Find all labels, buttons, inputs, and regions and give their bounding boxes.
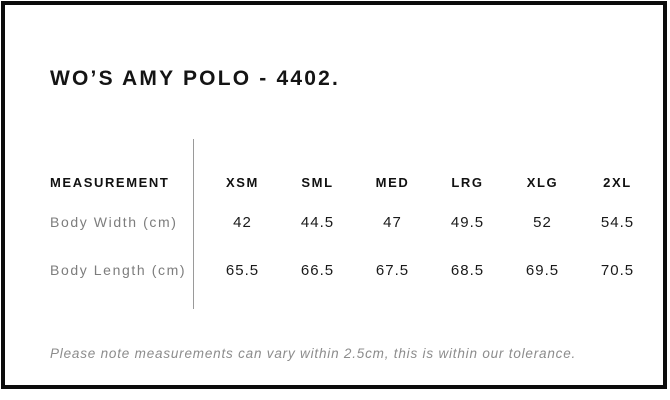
size-header-sml: SML [301,174,334,190]
size-header-xlg: XLG [526,174,559,190]
table-row-body-length: Body Length (cm) 65.5 66.5 67.5 68.5 69.… [50,246,655,294]
body-width-value-xlg: 52 [533,213,552,231]
body-width-value-xsm: 42 [233,213,252,231]
size-header-lrg: LRG [451,174,484,190]
row-label-body-length: Body Length (cm) [50,262,187,278]
body-length-value-xlg: 69.5 [525,261,560,279]
body-length-value-med: 67.5 [375,261,410,279]
body-length-value-lrg: 68.5 [450,261,485,279]
tolerance-note: Please note measurements can vary within… [50,346,577,361]
size-table-header-row: MEASUREMENT XSM SML MED LRG XLG 2XL [50,166,655,198]
row-label-body-width: Body Width (cm) [50,214,178,230]
body-width-value-2xl: 54.5 [600,213,635,231]
body-width-value-sml: 44.5 [300,213,335,231]
size-table: MEASUREMENT XSM SML MED LRG XLG 2XL Body… [50,166,655,294]
size-header-2xl: 2XL [603,174,632,190]
page-title: WO’S AMY POLO - 4402. [50,67,341,91]
body-length-value-xsm: 65.5 [225,261,260,279]
size-header-xsm: XSM [226,174,259,190]
column-divider-line [193,139,194,309]
body-length-value-2xl: 70.5 [600,261,635,279]
size-header-med: MED [375,174,410,190]
body-width-value-med: 47 [383,213,402,231]
measurement-column-header: MEASUREMENT [50,174,170,190]
body-width-value-lrg: 49.5 [450,213,485,231]
size-guide-panel: WO’S AMY POLO - 4402. MEASUREMENT XSM SM… [1,1,667,389]
body-length-value-sml: 66.5 [300,261,335,279]
table-row-body-width: Body Width (cm) 42 44.5 47 49.5 52 54.5 [50,198,655,246]
